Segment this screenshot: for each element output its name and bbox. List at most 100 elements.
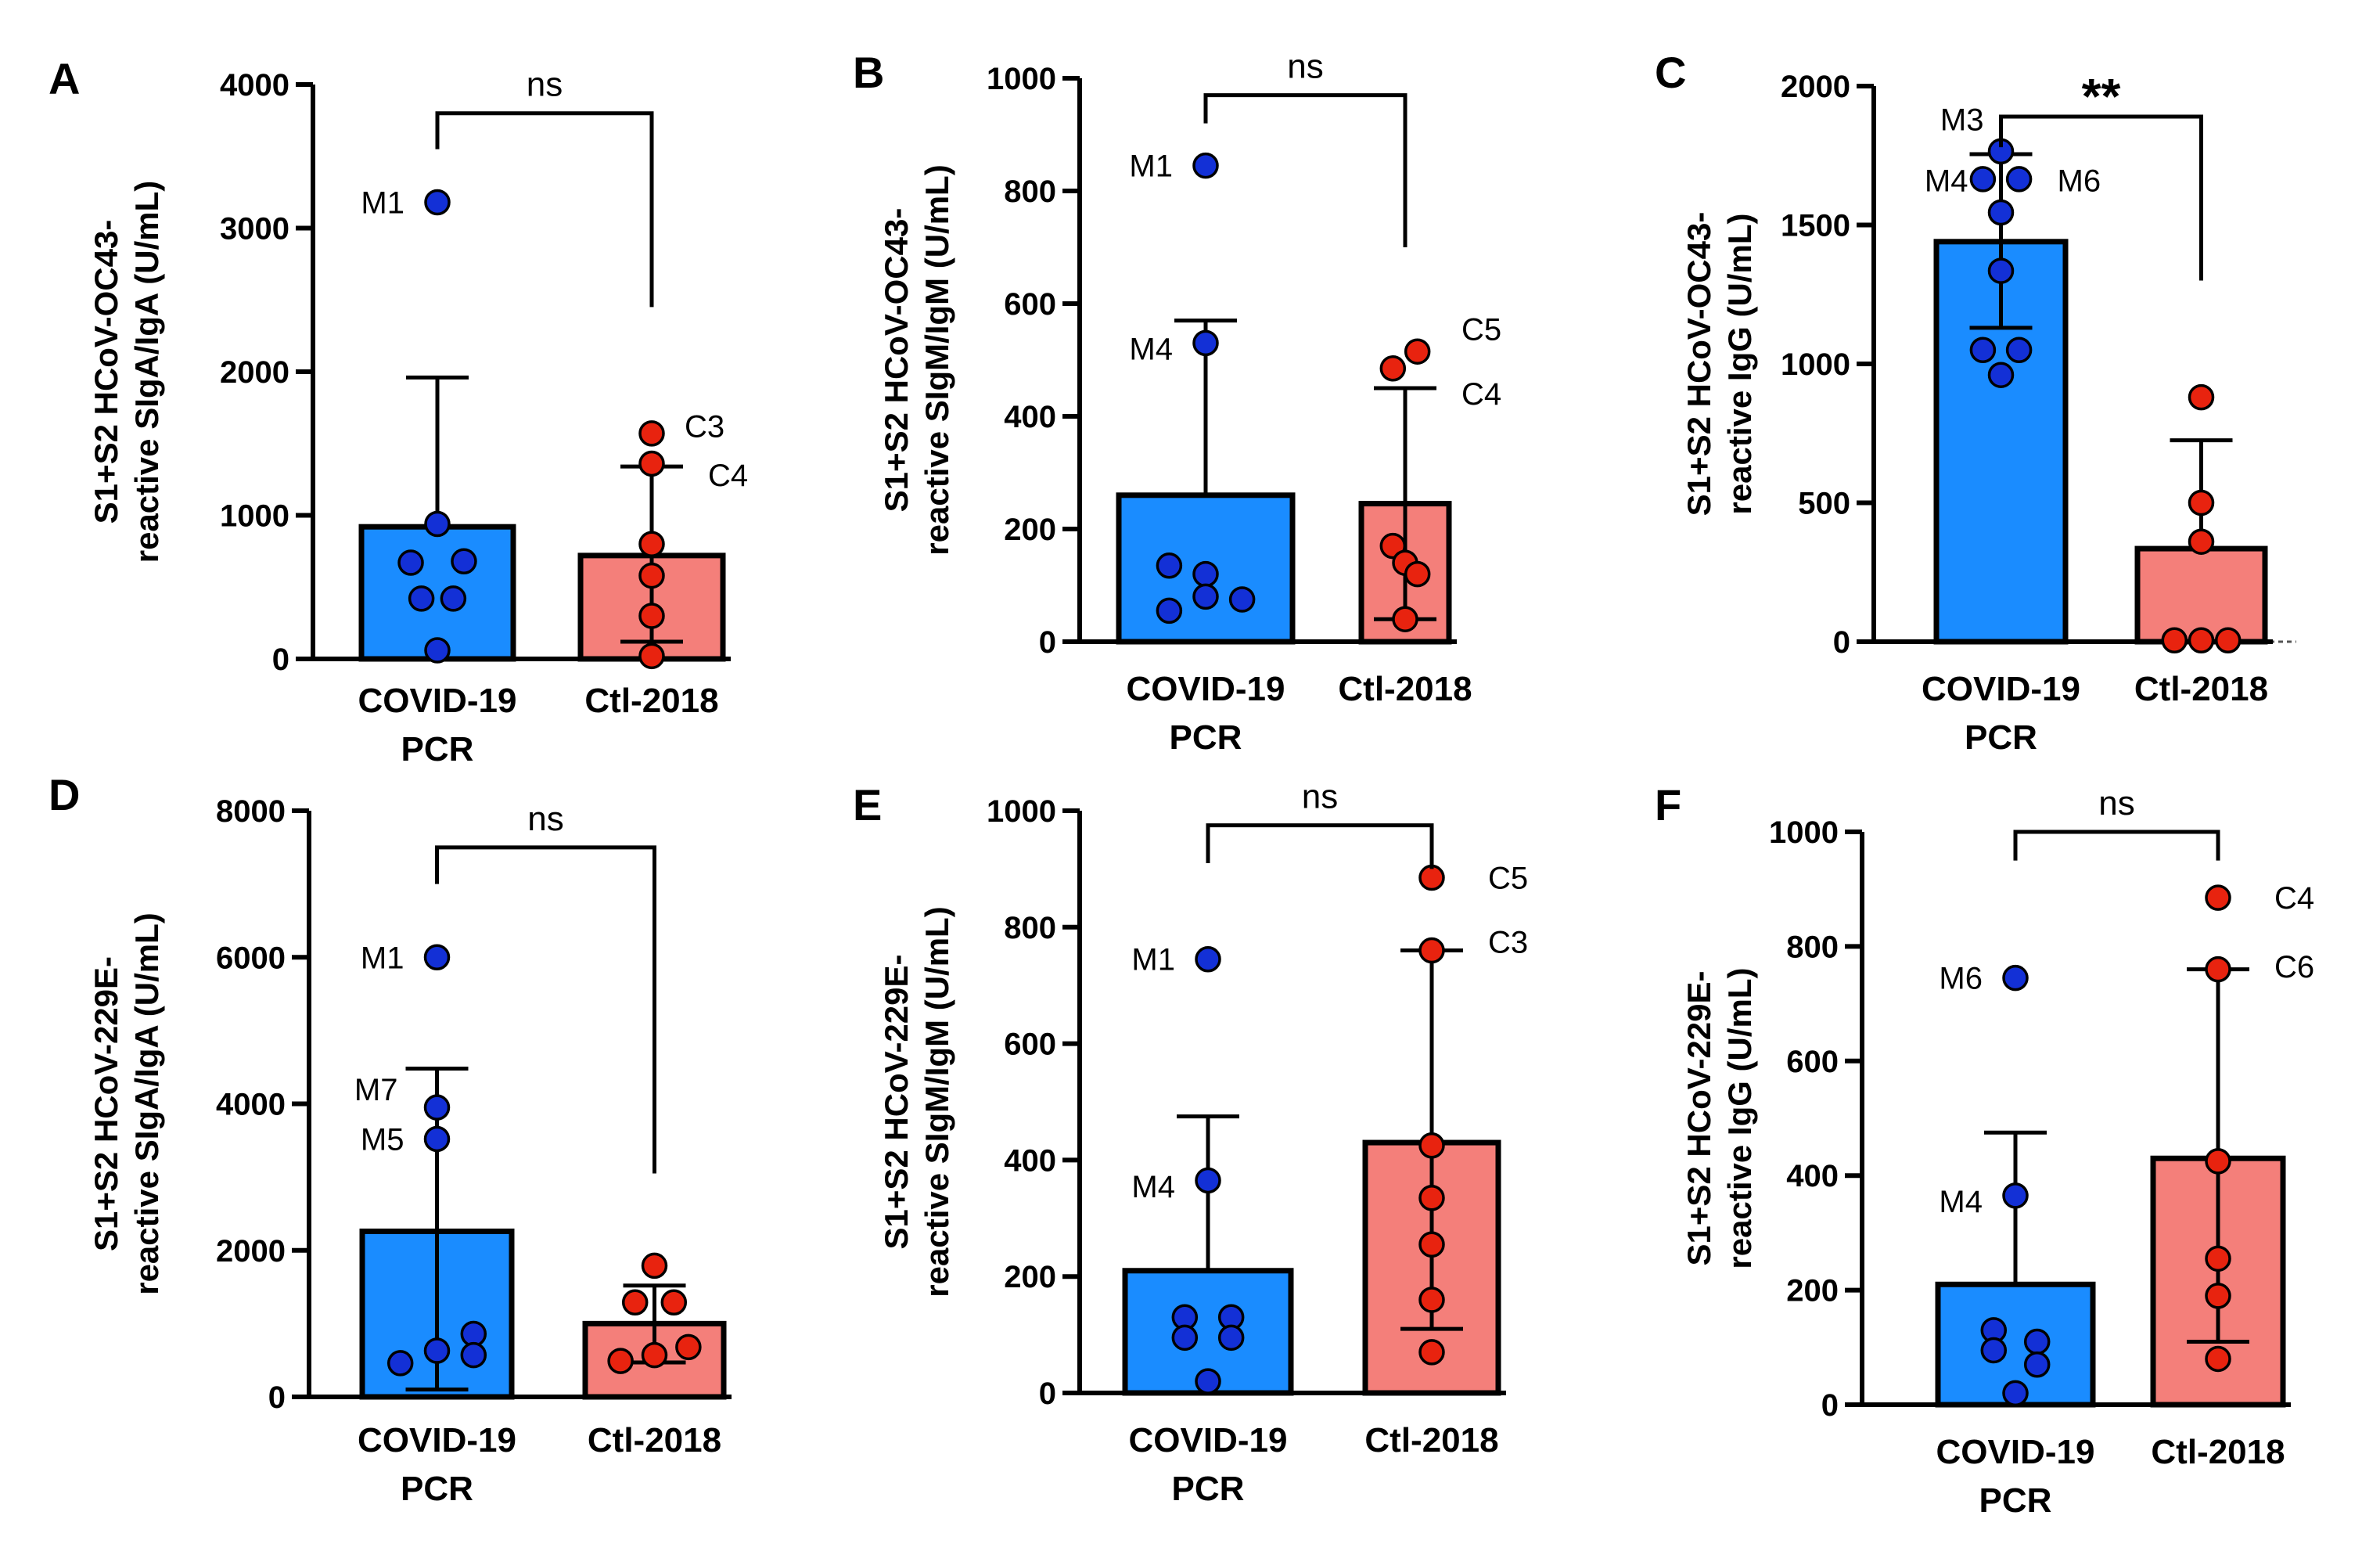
error-bar-covid-19-pcr	[406, 375, 469, 527]
y-tick-label: 3000	[220, 212, 289, 247]
y-tick-label: 1000	[1781, 347, 1850, 382]
data-point-covid-19-pcr-2	[2002, 1182, 2029, 1209]
data-point-ctl-2018-2	[1404, 338, 1431, 365]
data-point-covid-19-pcr-5	[1980, 1337, 2008, 1364]
y-tick-label: 2000	[216, 1234, 286, 1269]
x-category-label-covid-19-pcr: COVID-19	[1129, 1421, 1288, 1459]
panel-letter-e: E	[853, 780, 882, 830]
y-tick-label: 400	[1004, 400, 1056, 434]
data-point-ctl-2018-5	[2188, 627, 2215, 653]
y-tick-label: 0	[268, 1380, 286, 1415]
data-point-ctl-2018-3	[660, 1289, 688, 1315]
point-label-m6: M6	[1939, 962, 1983, 996]
data-point-ctl-2018-4	[638, 562, 665, 589]
point-label-m4: M4	[1939, 1185, 1983, 1219]
data-point-ctl-2018-1	[638, 420, 665, 447]
data-point-covid-19-pcr-2	[1192, 329, 1219, 357]
data-point-ctl-2018-5	[641, 1341, 668, 1369]
data-point-covid-19-pcr-1	[423, 944, 451, 970]
y-tick-label: 1500	[1781, 209, 1850, 243]
data-point-ctl-2018-1	[1418, 864, 1445, 891]
data-point-covid-19-pcr-6	[2023, 1351, 2051, 1378]
y-tick-label: 800	[1786, 930, 1839, 964]
panel-letter-d: D	[49, 770, 80, 819]
data-point-covid-19-pcr-5	[1192, 583, 1219, 610]
data-point-covid-19-pcr-6	[440, 585, 467, 612]
data-point-covid-19-pcr-4	[451, 548, 477, 574]
data-point-covid-19-pcr-6	[1217, 1324, 1245, 1351]
point-label-c4: C4	[708, 459, 748, 493]
data-point-ctl-2018-5	[1404, 560, 1431, 588]
data-point-ctl-2018-2	[621, 1289, 649, 1315]
point-label-c4: C4	[1461, 377, 1501, 412]
data-point-ctl-2018-3	[638, 531, 665, 557]
data-point-ctl-2018-1	[2205, 884, 2231, 911]
point-label-c6: C6	[2274, 950, 2314, 984]
panel-b: B S1+S2 HCoV-OC43- reactive SIgM/IgM (U/mL…	[853, 48, 1501, 757]
data-point-ctl-2018-3	[1418, 1132, 1445, 1159]
panel-c: C S1+S2 HCoV-OC43- reactive IgG (U/mL) 0 500…	[1655, 48, 2296, 757]
point-label-m7: M7	[354, 1073, 398, 1107]
y-axis-label-line-1: S1+S2 HCoV-229E-	[1681, 970, 1717, 1265]
y-axis-label-line-1: S1+S2 HCoV-229E-	[88, 956, 124, 1251]
y-tick-label: 2000	[220, 355, 289, 390]
y-tick-label: 800	[1004, 911, 1056, 945]
data-point-covid-19-pcr-2	[1969, 166, 1997, 193]
data-point-covid-19-pcr-7	[1228, 586, 1256, 613]
y-tick-label: 800	[1004, 175, 1056, 209]
significance-bracket	[435, 845, 656, 1174]
x-category-label-covid-19-pcr: COVID-19	[358, 682, 517, 720]
x-category-label-ctl-2018: Ctl-2018	[2151, 1433, 2285, 1471]
data-point-covid-19-pcr-2	[1195, 1167, 1221, 1194]
x-category-label-covid-19-pcr: PCR	[1965, 718, 2037, 757]
y-axis-label-line-1: S1+S2 HCoV-OC43-	[878, 208, 915, 513]
y-axis-label-line-1: S1+S2 HCoV-OC43-	[88, 220, 124, 524]
y-tick-label: 200	[1004, 513, 1056, 547]
y-tick-label: 200	[1786, 1274, 1839, 1308]
significance-bracket	[435, 111, 654, 308]
point-label-c5: C5	[1461, 312, 1501, 347]
y-tick-label: 4000	[216, 1088, 286, 1122]
bar-ctl-2018	[2134, 545, 2268, 645]
x-category-label-covid-19-pcr: COVID-19	[1922, 670, 2080, 708]
data-point-covid-19-pcr-2	[397, 549, 424, 576]
y-tick-label: 8000	[216, 794, 286, 829]
y-tick-label: 0	[1039, 625, 1056, 660]
data-point-covid-19-pcr-7	[424, 637, 451, 664]
y-tick-label: 0	[1833, 625, 1850, 660]
y-tick-label: 1000	[987, 62, 1056, 96]
panel-letter-c: C	[1655, 48, 1686, 97]
x-category-label-ctl-2018: Ctl-2018	[1338, 670, 1472, 708]
y-axis-label-line-2: reactive SIgM/IgM (U/mL)	[919, 164, 955, 555]
data-point-covid-19-pcr-7	[2002, 1380, 2029, 1407]
x-category-label-covid-19-pcr: COVID-19	[1936, 1433, 2095, 1471]
point-label-m4: M4	[1131, 1170, 1175, 1204]
significance-label: ns	[527, 66, 563, 104]
y-tick-label: 1000	[987, 794, 1056, 829]
significance-label: ns	[2098, 784, 2134, 822]
data-point-covid-19-pcr-5	[423, 1337, 451, 1364]
data-point-ctl-2018-4	[607, 1348, 634, 1374]
data-point-covid-19-pcr-5	[1987, 257, 2015, 284]
panel-letter-f: F	[1655, 780, 1681, 830]
data-point-ctl-2018-1	[1379, 355, 1407, 382]
panel-letter-a: A	[49, 54, 80, 103]
point-label-c4: C4	[2274, 881, 2314, 916]
x-category-label-covid-19-pcr: PCR	[401, 1470, 473, 1508]
panel-letter-b: B	[853, 48, 884, 97]
data-point-ctl-2018-5	[638, 603, 665, 629]
y-axis-label-line-2: reactive SIgM/IgM (U/mL)	[919, 906, 955, 1297]
x-category-label-covid-19-pcr: COVID-19	[358, 1421, 516, 1459]
data-point-covid-19-pcr-4	[1987, 199, 2015, 226]
data-point-ctl-2018-7	[1418, 1339, 1445, 1366]
x-category-label-covid-19-pcr: COVID-19	[1127, 670, 1285, 708]
y-tick-label: 500	[1798, 487, 1850, 521]
data-point-covid-19-pcr-4	[1192, 560, 1219, 588]
data-point-ctl-2018-6	[675, 1333, 702, 1361]
point-label-c5: C5	[1488, 862, 1528, 896]
data-point-ctl-2018-4	[2205, 1245, 2231, 1272]
x-category-label-covid-19-pcr: PCR	[1172, 1470, 1245, 1508]
data-point-ctl-2018-2	[2188, 489, 2215, 516]
y-tick-label: 200	[1004, 1260, 1056, 1294]
